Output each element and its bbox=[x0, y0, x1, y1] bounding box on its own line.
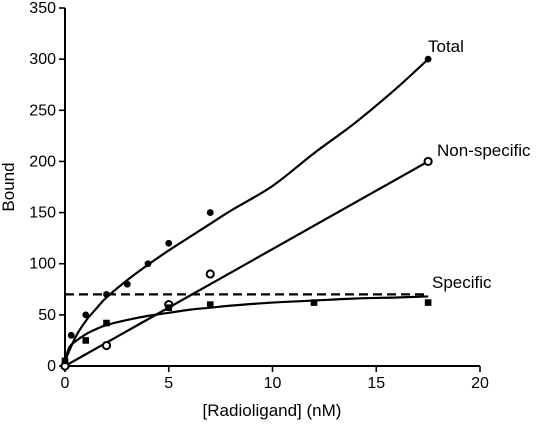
point-total-5 bbox=[144, 260, 152, 268]
x-tick-label-15: 15 bbox=[367, 375, 385, 392]
y-axis-label: Bound bbox=[0, 162, 18, 211]
point-non-specific-1 bbox=[101, 340, 112, 351]
y-tick-label-250: 250 bbox=[29, 102, 56, 119]
fit-line-total bbox=[63, 58, 429, 362]
point-total-6 bbox=[165, 239, 173, 247]
x-axis-label: [Radioligand] (nM) bbox=[203, 401, 342, 420]
series-label-non-specific: Non-specific bbox=[437, 141, 531, 160]
point-specific-2 bbox=[103, 319, 110, 327]
fit-line-specific bbox=[63, 295, 429, 362]
point-specific-4 bbox=[206, 301, 214, 308]
y-tick-label-350: 350 bbox=[29, 0, 56, 17]
point-total-4 bbox=[123, 280, 131, 288]
y-tick-label-150: 150 bbox=[29, 205, 56, 222]
data-points bbox=[60, 55, 433, 371]
x-tick-label-10: 10 bbox=[264, 375, 282, 392]
fit-lines bbox=[63, 58, 429, 367]
y-tick-label-50: 50 bbox=[38, 307, 56, 324]
y-tick-label-200: 200 bbox=[29, 153, 56, 170]
series-label-specific: Specific bbox=[432, 273, 492, 292]
x-tick-label-20: 20 bbox=[471, 375, 489, 392]
ticks: 0 50 100 150 200 250 300 350 0 5 10 15 20 bbox=[29, 0, 489, 392]
x-tick-label-0: 0 bbox=[61, 375, 70, 392]
fit-line-non-specific bbox=[64, 160, 429, 367]
x-tick-label-5: 5 bbox=[164, 375, 173, 392]
point-total-7 bbox=[206, 209, 214, 216]
point-total-3 bbox=[103, 291, 110, 298]
y-tick-label-300: 300 bbox=[29, 51, 56, 68]
point-total-2 bbox=[82, 311, 90, 319]
y-tick-label-0: 0 bbox=[47, 358, 56, 375]
point-specific-3 bbox=[165, 304, 173, 311]
series-labels: Total Non-specific Specific bbox=[428, 37, 531, 292]
point-specific-0 bbox=[61, 357, 69, 365]
point-specific-6 bbox=[424, 299, 432, 306]
y-tick-label-100: 100 bbox=[29, 256, 56, 273]
point-total-1 bbox=[67, 331, 75, 339]
point-specific-1 bbox=[82, 337, 90, 344]
point-non-specific-3 bbox=[205, 269, 215, 279]
point-non-specific-4 bbox=[423, 156, 433, 167]
series-label-total: Total bbox=[428, 37, 464, 56]
point-total-8 bbox=[424, 55, 432, 63]
point-specific-5 bbox=[310, 299, 318, 306]
